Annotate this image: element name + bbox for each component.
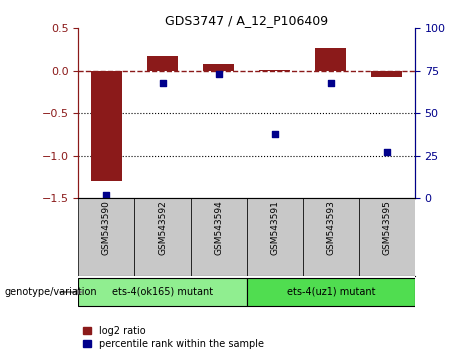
Legend: log2 ratio, percentile rank within the sample: log2 ratio, percentile rank within the s… xyxy=(83,326,264,349)
Bar xyxy=(303,198,359,276)
Bar xyxy=(203,64,234,71)
Bar xyxy=(190,198,247,276)
Text: GSM543594: GSM543594 xyxy=(214,201,223,255)
Bar xyxy=(78,198,135,276)
Bar xyxy=(247,278,415,306)
Point xyxy=(271,131,278,137)
Bar xyxy=(372,71,402,77)
Title: GDS3747 / A_12_P106409: GDS3747 / A_12_P106409 xyxy=(165,14,328,27)
Point xyxy=(159,80,166,86)
Bar xyxy=(91,71,122,181)
Bar xyxy=(247,198,303,276)
Text: GSM543591: GSM543591 xyxy=(270,201,279,256)
Point xyxy=(383,149,390,155)
Point xyxy=(103,192,110,198)
Bar xyxy=(315,48,346,71)
Point xyxy=(327,80,334,86)
Text: genotype/variation: genotype/variation xyxy=(5,287,97,297)
Text: GSM543590: GSM543590 xyxy=(102,201,111,256)
Bar xyxy=(78,278,247,306)
Text: GSM543593: GSM543593 xyxy=(326,201,335,256)
Bar xyxy=(359,198,415,276)
Bar xyxy=(259,70,290,71)
Bar xyxy=(135,198,190,276)
Text: ets-4(ok165) mutant: ets-4(ok165) mutant xyxy=(112,286,213,296)
Text: GSM543592: GSM543592 xyxy=(158,201,167,255)
Point xyxy=(215,72,222,77)
Bar xyxy=(147,56,178,71)
Text: GSM543595: GSM543595 xyxy=(382,201,391,256)
Text: ets-4(uz1) mutant: ets-4(uz1) mutant xyxy=(287,286,375,296)
